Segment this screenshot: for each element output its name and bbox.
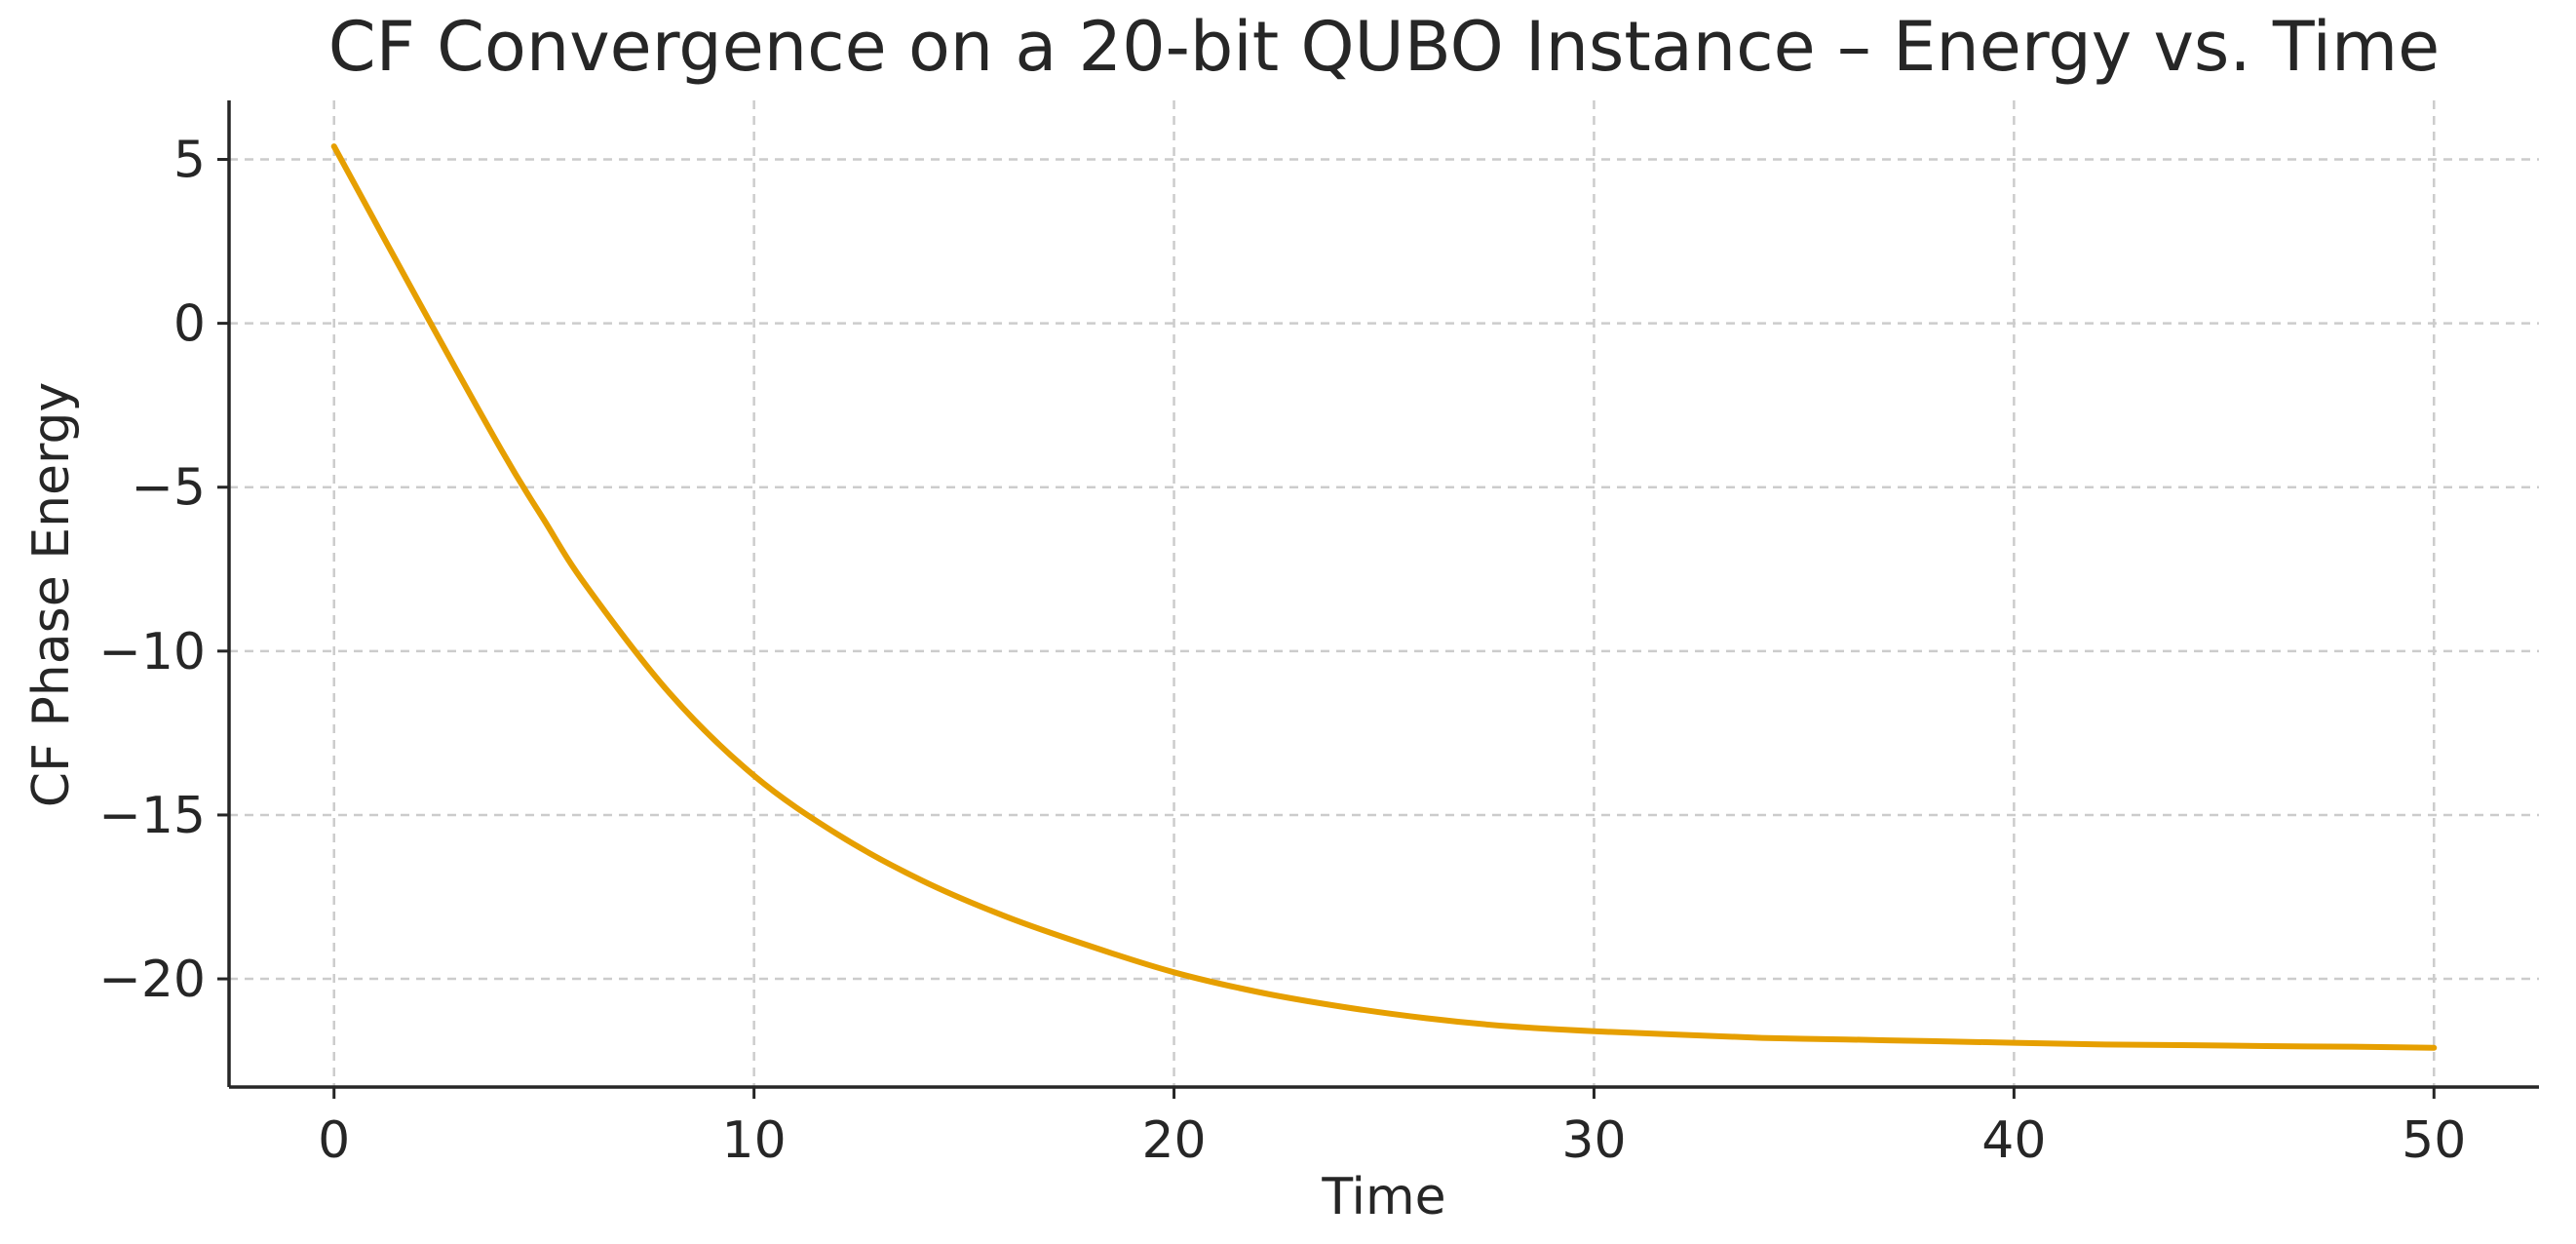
chart-title: CF Convergence on a 20-bit QUBO Instance…	[328, 7, 2440, 87]
x-tick-label: 40	[1981, 1111, 2046, 1170]
y-tick-label: −5	[131, 459, 206, 518]
y-tick-label: −15	[98, 787, 206, 845]
x-tick-label: 30	[1561, 1111, 1626, 1170]
plot-area	[330, 143, 2438, 1051]
grid	[229, 100, 2539, 1087]
y-tick-label: 0	[173, 295, 206, 354]
x-tick-label: 20	[1141, 1111, 1206, 1170]
y-tick-label: 5	[173, 132, 206, 190]
y-axis-label: CF Phase Energy	[22, 382, 81, 808]
x-axis-label: Time	[1321, 1168, 1445, 1226]
y-tick-label: −20	[98, 951, 206, 1009]
x-tick-label: 50	[2402, 1111, 2466, 1170]
x-tick-label: 10	[722, 1111, 787, 1170]
y-tick-label: −10	[98, 623, 206, 681]
series-line	[330, 143, 2438, 1051]
x-tick-label: 0	[318, 1111, 350, 1170]
